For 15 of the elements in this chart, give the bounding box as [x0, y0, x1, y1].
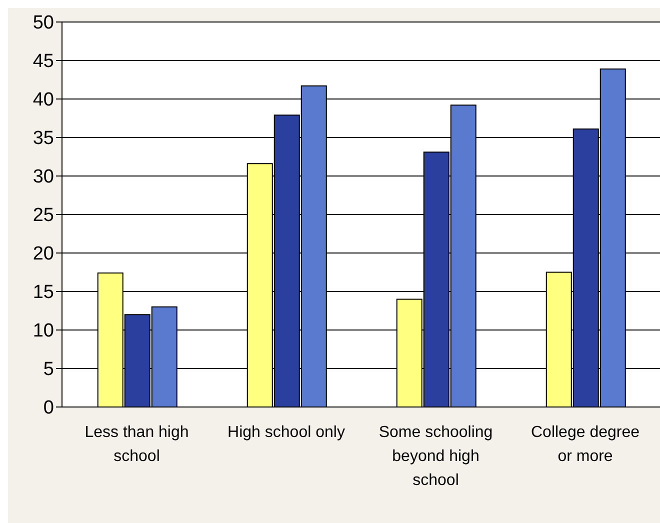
x-tick-label: College degree or more: [530, 424, 640, 465]
x-tick-label: High school only: [228, 424, 345, 441]
y-tick-label: 40: [32, 90, 54, 111]
y-tick-label: 15: [32, 282, 54, 304]
x-tick-label: Some schooling beyond high school: [378, 424, 493, 489]
y-tick-label: 5: [43, 359, 54, 380]
y-tick-label: 50: [32, 12, 54, 34]
y-tick-label: 10: [32, 320, 54, 342]
y-tick-label: 25: [32, 205, 54, 226]
y-tick-label: 45: [32, 51, 54, 72]
y-tick-label: 35: [32, 128, 54, 150]
y-tick-label: 0: [43, 398, 54, 419]
y-tick-label: 30: [32, 166, 54, 188]
x-tick-label: Less than high school: [84, 424, 189, 465]
y-tick-label: 20: [32, 244, 54, 265]
